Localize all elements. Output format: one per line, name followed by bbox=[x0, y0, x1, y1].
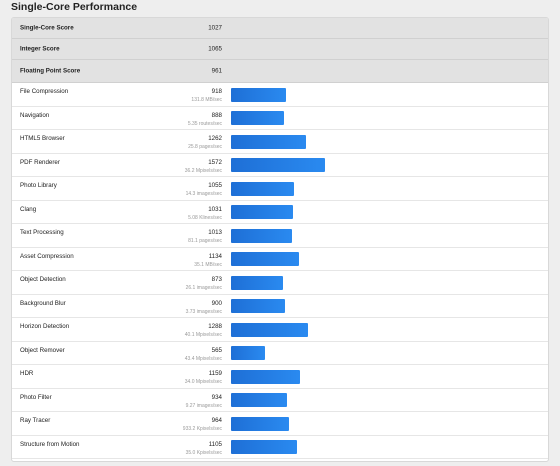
benchmark-row: Navigation 888 5.35 routes/sec bbox=[12, 107, 548, 130]
benchmark-row: Photo Library 1055 14.3 images/sec bbox=[12, 177, 548, 201]
score-bar bbox=[231, 181, 294, 196]
benchmark-score: 1288 bbox=[208, 323, 222, 330]
benchmark-score: 1105 bbox=[208, 440, 222, 448]
benchmark-name: Photo Library bbox=[20, 182, 57, 189]
benchmark-score: 1013 bbox=[208, 229, 222, 236]
benchmark-name: HDR bbox=[20, 370, 34, 377]
benchmark-row: Photo Filter 934 9.27 images/sec bbox=[12, 389, 548, 412]
benchmark-rate: 81.1 pages/sec bbox=[188, 238, 222, 244]
score-bar bbox=[231, 369, 300, 384]
summary-row-integer: Integer Score 1065 bbox=[12, 39, 548, 60]
benchmark-rate: 131.8 MB/sec bbox=[191, 97, 222, 103]
benchmark-name: Object Remover bbox=[20, 346, 65, 354]
summary-value: 1027 bbox=[208, 24, 222, 32]
score-bar bbox=[231, 322, 308, 337]
benchmark-score: 1262 bbox=[208, 135, 222, 142]
benchmark-name: Clang bbox=[20, 205, 37, 213]
benchmark-row: File Compression 918 131.8 MB/sec bbox=[12, 83, 548, 107]
benchmark-rate: 36.2 Mpixels/sec bbox=[184, 167, 222, 174]
benchmark-row: PDF Renderer 1572 36.2 Mpixels/sec bbox=[12, 154, 548, 177]
benchmark-score: 1031 bbox=[208, 205, 222, 213]
benchmark-score: 934 bbox=[211, 393, 222, 401]
summary-label: Single-Core Score bbox=[20, 24, 74, 32]
benchmark-row: Horizon Detection 1288 40.1 Mpixels/sec bbox=[12, 318, 548, 342]
benchmark-name: Ray Tracer bbox=[20, 417, 51, 424]
benchmark-name: Photo Filter bbox=[20, 393, 52, 401]
benchmark-name: Text Processing bbox=[20, 229, 64, 236]
score-bar bbox=[231, 393, 287, 407]
score-bar bbox=[231, 440, 297, 454]
benchmark-rate: 14.3 images/sec bbox=[185, 191, 222, 197]
benchmark-row: Structure from Motion 1105 35.0 Kpixels/se… bbox=[12, 436, 548, 459]
benchmark-rate: 9.27 images/sec bbox=[185, 402, 222, 409]
benchmark-rate: 5.35 routes/sec bbox=[187, 120, 222, 127]
benchmark-score: 1572 bbox=[208, 158, 222, 166]
benchmark-rate: 40.1 Mpixels/sec bbox=[184, 332, 222, 338]
benchmark-row: Asset Compression 1134 35.1 MB/sec bbox=[12, 248, 548, 271]
benchmark-rate: 26.1 images/sec bbox=[185, 285, 222, 291]
benchmark-score: 1159 bbox=[208, 370, 222, 377]
benchmark-rate: 34.0 Mpixels/sec bbox=[184, 379, 222, 385]
score-bar bbox=[231, 299, 285, 313]
score-bar bbox=[231, 346, 265, 360]
benchmark-name: Navigation bbox=[20, 111, 50, 119]
benchmark-row: HDR 1159 34.0 Mpixels/sec bbox=[12, 365, 548, 389]
summary-label: Floating Point Score bbox=[20, 67, 81, 75]
score-bar bbox=[231, 158, 325, 172]
benchmark-rate: 3.73 images/sec bbox=[185, 308, 222, 315]
benchmark-name: Asset Compression bbox=[20, 252, 74, 260]
benchmark-score: 888 bbox=[211, 111, 222, 119]
benchmark-name: Horizon Detection bbox=[20, 323, 70, 330]
benchmark-row: Object Remover 565 43.4 Mpixels/sec bbox=[12, 342, 548, 365]
benchmark-rate: 35.1 MB/sec bbox=[194, 261, 222, 268]
benchmark-score: 565 bbox=[211, 346, 222, 354]
benchmark-name: Background Blur bbox=[20, 299, 66, 307]
score-bar bbox=[231, 87, 286, 102]
summary-value: 1065 bbox=[208, 45, 222, 53]
score-bar bbox=[231, 134, 306, 149]
benchmark-rate: 43.4 Mpixels/sec bbox=[184, 355, 222, 362]
benchmark-score: 1134 bbox=[208, 252, 222, 260]
benchmark-rate: 25.8 pages/sec bbox=[188, 144, 222, 150]
summary-row-single-core: Single-Core Score 1027 bbox=[12, 18, 548, 39]
benchmark-row: Object Detection 873 26.1 images/sec bbox=[12, 271, 548, 295]
score-bar bbox=[231, 252, 299, 266]
benchmark-list: File Compression 918 131.8 MB/sec Navigatio… bbox=[12, 83, 548, 459]
benchmark-name: File Compression bbox=[20, 88, 69, 95]
score-bar bbox=[231, 275, 283, 290]
summary-value: 961 bbox=[211, 67, 222, 75]
benchmark-score: 900 bbox=[211, 299, 222, 307]
summary-label: Integer Score bbox=[20, 45, 60, 53]
benchmark-row: Background Blur 900 3.73 images/sec bbox=[12, 295, 548, 318]
benchmark-score: 873 bbox=[211, 276, 222, 283]
score-bar bbox=[231, 205, 293, 219]
benchmark-row: Text Processing 1013 81.1 pages/sec bbox=[12, 224, 548, 248]
benchmark-score: 1055 bbox=[208, 182, 222, 189]
benchmark-rate: 35.0 Kpixels/sec bbox=[185, 449, 222, 456]
score-bar bbox=[231, 416, 289, 431]
benchmark-row: Ray Tracer 964 933.2 Kpixels/sec bbox=[12, 412, 548, 436]
benchmark-rate: 933.2 Kpixels/sec bbox=[182, 426, 222, 432]
score-bar bbox=[231, 228, 292, 243]
benchmark-name: Structure from Motion bbox=[20, 440, 80, 448]
benchmark-rate: 5.08 Klines/sec bbox=[188, 214, 222, 221]
benchmark-row: Clang 1031 5.08 Klines/sec bbox=[12, 201, 548, 224]
benchmark-name: PDF Renderer bbox=[20, 158, 60, 166]
benchmark-score: 964 bbox=[211, 417, 222, 424]
summary-row-floating-point: Floating Point Score 961 bbox=[12, 60, 548, 83]
page-title: Single-Core Performance bbox=[11, 1, 138, 13]
benchmark-name: HTML5 Browser bbox=[20, 135, 65, 142]
score-bar bbox=[231, 111, 284, 125]
results-panel: Single-Core Score 1027 Integer Score 106… bbox=[11, 17, 549, 462]
benchmark-score: 918 bbox=[211, 88, 222, 95]
benchmark-row: HTML5 Browser 1262 25.8 pages/sec bbox=[12, 130, 548, 154]
benchmark-name: Object Detection bbox=[20, 276, 66, 283]
